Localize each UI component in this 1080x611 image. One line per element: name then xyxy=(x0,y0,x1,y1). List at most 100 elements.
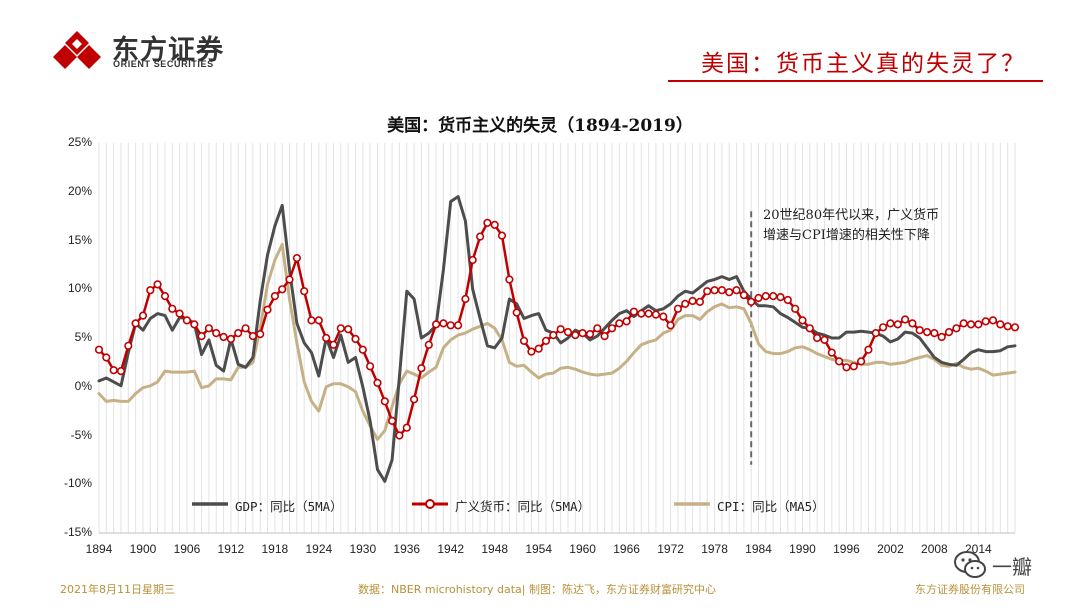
series-1-point-1915 xyxy=(248,332,257,341)
series-1-point-1966 xyxy=(622,317,631,326)
series-1-point-1906 xyxy=(182,316,191,325)
logo-chinese-name: 东方证券 xyxy=(112,35,224,66)
series-1-point-1949 xyxy=(497,231,507,240)
series-1-point-1995 xyxy=(834,357,844,366)
series-1-point-1993 xyxy=(820,335,829,345)
series-1-point-1899 xyxy=(131,319,140,328)
series-1-point-1992 xyxy=(812,333,822,343)
x-tick-label: 1930 xyxy=(349,542,377,556)
series-1-point-1976 xyxy=(695,297,705,307)
series-1-point-1926 xyxy=(329,340,338,349)
y-tick-label: 20% xyxy=(67,183,92,198)
x-tick-label: 1906 xyxy=(173,542,201,556)
series-1-point-1904 xyxy=(168,304,177,313)
legend-gdp-label: GDP：同比（5MA） xyxy=(235,499,343,514)
x-tick-label: 1924 xyxy=(305,542,333,556)
series-1-point-1967 xyxy=(629,307,639,316)
x-tick-label: 1984 xyxy=(745,542,772,556)
series-1-point-1944 xyxy=(461,294,470,304)
series-1-point-1979 xyxy=(717,286,727,295)
series-1-point-1968 xyxy=(637,309,646,318)
series-1-point-1970 xyxy=(651,310,661,319)
series-1-point-1925 xyxy=(322,333,331,343)
title-underline xyxy=(668,80,1043,82)
series-1-point-1943 xyxy=(454,321,463,330)
series-1-point-1901 xyxy=(146,286,155,295)
series-1-point-1983 xyxy=(747,297,756,307)
series-1-point-2004 xyxy=(900,315,910,324)
series-1-point-1998 xyxy=(856,357,866,366)
series-1-point-1931 xyxy=(366,362,375,371)
x-tick-label: 1948 xyxy=(481,542,509,556)
y-tick-label: -10% xyxy=(63,476,92,491)
chart-annotation: 20世纪80年代以来，广义货币 增速与CPI增速的相关性下降 xyxy=(763,206,939,246)
series-1-point-1937 xyxy=(410,395,419,404)
series-1-point-1996 xyxy=(842,363,851,372)
series-1-point-1908 xyxy=(197,332,206,341)
series-1-point-1912 xyxy=(226,334,235,344)
series-1-point-1950 xyxy=(505,275,514,284)
series-1-point-2003 xyxy=(893,320,902,329)
series-1-point-2016 xyxy=(988,316,998,325)
series-1-point-1930 xyxy=(358,345,367,354)
x-tick-label: 1936 xyxy=(393,542,421,556)
legend-gdp-swatch xyxy=(192,502,228,506)
annotation-line-1: 20世纪80年代以来，广义货币 xyxy=(763,208,940,223)
series-1-point-1928 xyxy=(344,325,353,334)
x-tick-label: 1918 xyxy=(261,542,289,556)
y-tick-label: 0% xyxy=(74,378,92,393)
wechat-icon xyxy=(954,551,986,578)
series-1-point-1964 xyxy=(607,324,617,333)
series-1-point-1953 xyxy=(527,347,536,356)
series-1-point-1980 xyxy=(725,288,734,297)
x-tick-label: 1942 xyxy=(437,542,465,556)
series-1-point-1895 xyxy=(102,353,111,362)
series-1-point-1894 xyxy=(94,345,104,354)
footer-company: 东方证券股份有限公司 xyxy=(915,583,1025,596)
series-1-point-2019 xyxy=(1010,323,1020,332)
x-tick-label: 1954 xyxy=(525,542,553,556)
series-1-point-1991 xyxy=(805,324,814,333)
slide-title: 美国：货币主义真的失灵了？ xyxy=(701,51,1026,77)
series-1-point-1940 xyxy=(432,320,441,329)
series-1-point-1920 xyxy=(285,275,294,284)
orient-securities-logo-icon xyxy=(53,31,101,69)
series-1-point-1978 xyxy=(710,286,719,295)
series-1-point-1962 xyxy=(593,324,602,333)
y-tick-label: 15% xyxy=(67,232,92,247)
series-1-point-1939 xyxy=(424,340,433,349)
series-1-point-1963 xyxy=(600,332,609,341)
series-line-0 xyxy=(97,195,1017,483)
series-1-point-2013 xyxy=(966,320,976,329)
series-1-point-1984 xyxy=(754,293,763,303)
series-1-point-2015 xyxy=(981,317,990,326)
series-1-point-1914 xyxy=(241,324,250,333)
series-1-point-1917 xyxy=(263,305,272,314)
series-1-point-1900 xyxy=(138,311,148,320)
series-1-point-1918 xyxy=(270,292,280,301)
series-1-point-1896 xyxy=(109,366,118,375)
series-1-point-1960 xyxy=(578,329,587,338)
series-1-point-1961 xyxy=(585,330,595,339)
y-tick-label: 5% xyxy=(74,330,92,344)
series-1-point-1929 xyxy=(351,334,360,344)
series-1-point-1913 xyxy=(234,329,243,338)
series-1-point-2012 xyxy=(959,319,968,328)
series-1-point-1905 xyxy=(175,309,184,318)
series-1-point-1909 xyxy=(204,324,213,333)
series-1-point-1989 xyxy=(791,304,800,313)
legend-money-supply-label: 广义货币：同比（5MA） xyxy=(455,499,591,514)
series-1-point-1924 xyxy=(314,316,323,325)
footer-source: 数据：NBER microhistory data| 制图：陈达飞，东方证券财富… xyxy=(358,583,717,596)
series-1-point-2000 xyxy=(871,329,880,338)
x-tick-label: 1912 xyxy=(217,542,245,556)
series-1-point-1947 xyxy=(483,218,492,227)
series-1-point-1977 xyxy=(703,287,712,296)
series-1-point-1958 xyxy=(563,328,573,337)
series-1-point-1987 xyxy=(776,293,785,302)
x-tick-label: 2008 xyxy=(921,542,948,556)
series-1-point-1942 xyxy=(446,321,455,330)
series-1-point-1945 xyxy=(468,255,477,265)
company-logo: 东方证券 ORIENT SECURITIES xyxy=(52,30,252,70)
